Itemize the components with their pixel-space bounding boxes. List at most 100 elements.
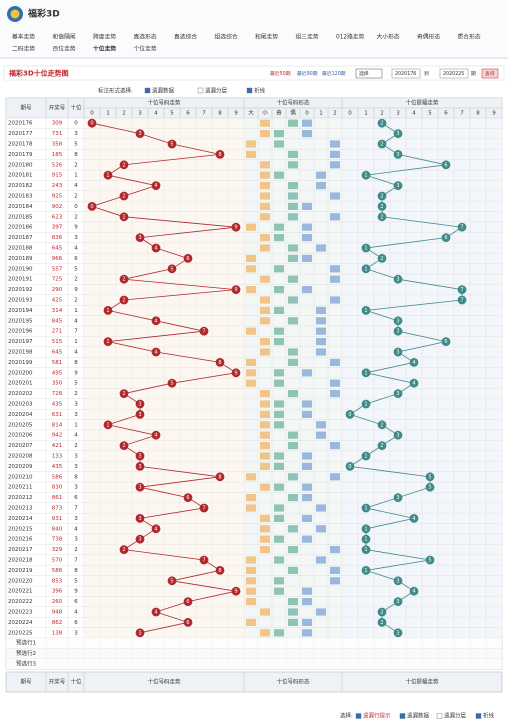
header-text: 1 xyxy=(106,111,110,117)
nav-link[interactable]: 组选综合 xyxy=(215,33,238,41)
route-mark xyxy=(302,234,312,242)
recent-link[interactable]: 最近120期 xyxy=(322,70,346,77)
number-cell: 853 xyxy=(52,578,63,584)
route-mark xyxy=(302,629,312,637)
select-box[interactable] xyxy=(355,68,383,79)
tens-cell: 3 xyxy=(74,454,78,460)
tens-ball-text: 5 xyxy=(170,142,173,148)
tens-cell: 5 xyxy=(74,381,78,387)
nav-link[interactable]: 和尾走势 xyxy=(255,33,278,41)
period-cell: 2020206 xyxy=(8,433,33,439)
tens-cell: 4 xyxy=(74,526,78,532)
parity-mark xyxy=(288,202,298,210)
tens-cell: 2 xyxy=(74,162,78,168)
amplitude-ball-text: 3 xyxy=(396,152,399,158)
tens-ball xyxy=(151,316,161,326)
recent-link[interactable]: 最近50期 xyxy=(270,70,291,77)
option-checkbox[interactable] xyxy=(197,87,204,94)
route-mark xyxy=(316,525,326,533)
route-mark xyxy=(330,265,340,273)
tens-ball xyxy=(231,586,241,596)
footer-checkbox[interactable] xyxy=(399,713,406,719)
tens-cell: 3 xyxy=(74,131,78,137)
option-checkbox[interactable] xyxy=(144,87,151,94)
tens-cell: 7 xyxy=(74,329,78,335)
nav-link[interactable]: 012路走势 xyxy=(336,33,365,41)
query-btn[interactable] xyxy=(481,68,499,79)
header-text: 3 xyxy=(138,111,142,117)
footer-checkbox[interactable] xyxy=(436,713,443,719)
header-text: 6 xyxy=(444,111,448,117)
amplitude-ball-text: 2 xyxy=(380,204,383,210)
parity-mark xyxy=(274,130,284,138)
nav-link[interactable]: 十位走势 xyxy=(93,45,116,53)
header-text: 1 xyxy=(364,111,368,117)
tens-cell: 2 xyxy=(74,214,78,220)
footer-checkbox[interactable] xyxy=(355,713,362,719)
nav-link[interactable]: 个位走势 xyxy=(134,45,157,53)
preselect-label: 预选行3 xyxy=(16,660,37,668)
number-cell: 586 xyxy=(52,474,63,480)
period-cell: 2020194 xyxy=(8,308,33,314)
amplitude-ball xyxy=(393,326,403,336)
header-text: 十位振幅走势 xyxy=(405,678,439,686)
amplitude-ball-text: 7 xyxy=(460,298,463,304)
recent-link[interactable]: 最近90期 xyxy=(297,70,318,77)
size-mark xyxy=(260,535,270,543)
period-cell: 2020200 xyxy=(8,370,33,376)
route-mark xyxy=(330,140,340,148)
header-text: 十位 xyxy=(70,678,82,686)
option-checkbox[interactable] xyxy=(246,87,253,94)
tens-cell: 2 xyxy=(74,277,78,283)
size-mark xyxy=(260,629,270,637)
tens-ball xyxy=(199,503,209,513)
from-input[interactable] xyxy=(391,68,421,79)
nav-link[interactable]: 奇偶形态 xyxy=(417,33,440,41)
nav-link[interactable]: 二码走势 xyxy=(12,45,35,53)
nav-link[interactable]: 直选形态 xyxy=(134,33,157,41)
route-mark xyxy=(302,462,312,470)
nav-link[interactable]: 组三走势 xyxy=(296,33,319,41)
tens-cell: 4 xyxy=(74,246,78,252)
tens-ball xyxy=(151,347,161,357)
size-mark xyxy=(246,566,256,574)
nav-link[interactable]: 质合形态 xyxy=(458,33,481,41)
amplitude-ball-text: 2 xyxy=(380,194,383,200)
tens-ball-text: 2 xyxy=(122,194,125,200)
tens-ball-text: 1 xyxy=(106,308,109,314)
parity-mark xyxy=(288,213,298,221)
nav-link[interactable]: 跨度走势 xyxy=(93,33,116,41)
amplitude-ball xyxy=(361,566,371,575)
to-input[interactable] xyxy=(439,68,469,79)
size-mark xyxy=(260,400,270,408)
tens-ball-text: 8 xyxy=(218,474,221,480)
amplitude-ball xyxy=(377,607,387,617)
number-cell: 861 xyxy=(52,495,63,501)
nav-link[interactable]: 百位走势 xyxy=(53,45,76,53)
header-text: 9 xyxy=(234,111,238,117)
route-mark xyxy=(316,556,326,564)
tens-ball xyxy=(199,326,209,336)
parity-mark xyxy=(274,369,284,377)
number-cell: 645 xyxy=(52,350,63,356)
route-mark xyxy=(316,421,326,429)
amplitude-ball xyxy=(377,139,387,149)
number-cell: 925 xyxy=(52,194,63,200)
header-text: 十位号码形态 xyxy=(276,678,310,686)
nav-link[interactable]: 大小形态 xyxy=(377,33,400,41)
number-cell: 185 xyxy=(52,152,63,158)
size-mark xyxy=(260,306,270,314)
tens-cell: 3 xyxy=(74,412,78,418)
amplitude-ball xyxy=(361,368,371,378)
number-cell: 942 xyxy=(52,433,63,439)
nav-link[interactable]: 和值隔尾 xyxy=(53,33,76,41)
header-text: 1 xyxy=(319,111,323,117)
parity-mark xyxy=(274,223,284,231)
nav-link[interactable]: 直选综合 xyxy=(174,33,197,41)
footer-checkbox[interactable] xyxy=(475,713,482,719)
period-cell: 2020207 xyxy=(8,443,33,449)
to-text: 2020225 xyxy=(443,71,464,77)
amplitude-ball xyxy=(441,337,451,346)
nav-link[interactable]: 基本走势 xyxy=(12,33,35,41)
size-mark xyxy=(246,379,256,387)
